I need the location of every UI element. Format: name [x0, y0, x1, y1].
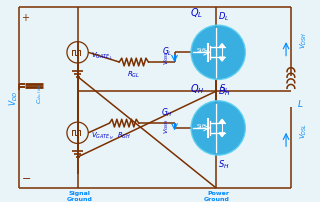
- Polygon shape: [219, 133, 225, 137]
- Text: $V_{GATE_H}$: $V_{GATE_H}$: [91, 130, 114, 142]
- Text: $Q_L$: $Q_L$: [190, 6, 203, 20]
- Text: $V_{DD}$: $V_{DD}$: [7, 90, 20, 105]
- Text: Signal
Ground: Signal Ground: [67, 190, 92, 201]
- Text: $V_{GSL}$: $V_{GSL}$: [162, 51, 171, 65]
- Text: $G_L$: $G_L$: [162, 45, 172, 58]
- Text: $D_L$: $D_L$: [218, 11, 230, 23]
- Polygon shape: [219, 58, 225, 62]
- Circle shape: [191, 101, 245, 155]
- Text: $V_{DSL}$: $V_{DSL}$: [299, 122, 309, 138]
- Text: Power
Ground: Power Ground: [204, 190, 230, 201]
- Text: $V_{DSH}$: $V_{DSH}$: [299, 32, 309, 49]
- Text: $D_H$: $D_H$: [218, 85, 230, 97]
- Text: SiC: SiC: [197, 123, 207, 128]
- Text: $R_{GL}$: $R_{GL}$: [127, 69, 140, 80]
- Text: $R_{GH}$: $R_{GH}$: [117, 130, 131, 140]
- Text: $G_H$: $G_H$: [161, 106, 172, 119]
- Text: $C_{dc,link}$: $C_{dc,link}$: [36, 82, 44, 104]
- Text: $L$: $L$: [297, 97, 304, 108]
- Polygon shape: [219, 44, 225, 48]
- Text: $Q_H$: $Q_H$: [189, 82, 204, 96]
- Text: $V_{GSH}$: $V_{GSH}$: [162, 118, 171, 134]
- Circle shape: [191, 26, 245, 80]
- Text: +: +: [21, 13, 29, 22]
- Text: $V_{GATE_L}$: $V_{GATE_L}$: [91, 50, 113, 61]
- Text: $S_L$: $S_L$: [219, 82, 229, 95]
- Text: −: −: [21, 173, 31, 183]
- Text: $S_H$: $S_H$: [218, 157, 230, 170]
- Polygon shape: [219, 120, 225, 123]
- Text: SiC: SiC: [197, 48, 207, 53]
